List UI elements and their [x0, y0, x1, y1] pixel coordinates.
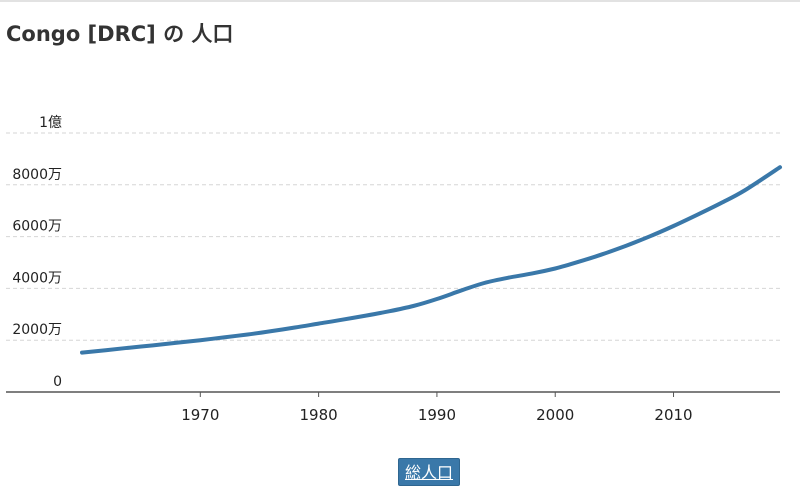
series-line-total-population [80, 165, 782, 355]
y-axis-ticks: 0 2000万 4000万 6000万 8000万 1億 [12, 115, 62, 390]
x-tick-label: 1970 [181, 406, 219, 424]
y-tick-label: 0 [53, 374, 62, 390]
x-tick-label: 1980 [300, 406, 338, 424]
x-tick-label: 2010 [654, 406, 692, 424]
x-axis-ticks: 1970 1980 1990 2000 2010 [181, 392, 693, 424]
y-tick-label: 2000万 [12, 322, 62, 338]
y-tick-label: 1億 [39, 115, 62, 131]
y-tick-label: 4000万 [12, 270, 62, 286]
chart-title: Congo [DRC] の 人口 [6, 22, 234, 46]
legend-total-population-button[interactable]: 総人口 [398, 458, 461, 486]
y-tick-label: 8000万 [12, 167, 62, 183]
series-layer [80, 165, 782, 355]
x-tick-label: 1990 [418, 406, 456, 424]
top-rule [0, 0, 800, 2]
x-tick-label: 2000 [536, 406, 574, 424]
y-tick-label: 6000万 [12, 219, 62, 235]
